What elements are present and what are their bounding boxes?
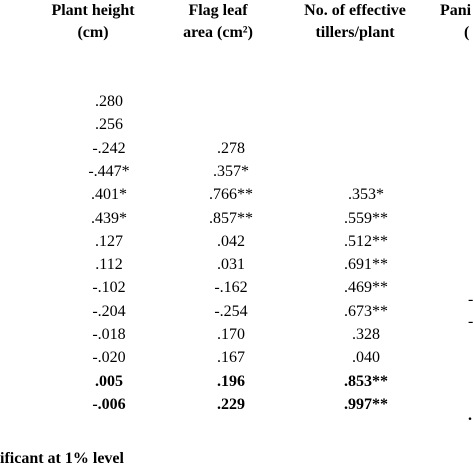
table-cell-ph: .401* [91,186,127,203]
table-cell-nt: .673** [344,303,388,320]
table-cell-ph: .005 [95,373,123,390]
table-cell-fl: .170 [217,326,245,343]
table-cell-ph: -.447* [88,163,130,180]
table-cell-ph: -.242 [92,140,126,157]
table-cell-fl: .357* [213,163,249,180]
header-plant-height-line2: (cm) [77,24,109,41]
edge-mark: - [468,313,474,330]
table-cell-ph: -.006 [92,396,126,413]
table-cell-fl: .167 [217,349,245,366]
table-cell-fl: .031 [217,256,245,273]
table-cell-nt: .559** [344,210,388,227]
table-cell-ph: -.020 [92,349,126,366]
table-cell-ph: -.204 [92,303,126,320]
table-cell-nt: .328 [352,326,380,343]
table-cell-nt: .691** [344,256,388,273]
table-cell-ph: .112 [95,256,123,273]
table-cell-fl: -.162 [214,279,248,296]
header-panicle-line1: Pani [440,2,472,19]
table-cell-fl: .278 [217,140,245,157]
table-cell-ph: .256 [95,116,123,133]
table-cell-ph: .439* [91,210,127,227]
header-plant-height: Plant height (cm) [28,0,158,44]
table-cell-nt: .353* [348,186,384,203]
header-panicle-line2: ( [464,24,470,41]
table-cell-nt: .040 [352,349,380,366]
table-cell-ph: -.018 [92,326,126,343]
table-cell-fl: .229 [217,396,245,413]
table-cell-nt: .512** [344,233,388,250]
header-tillers: No. of effective tillers/plant [280,0,430,44]
edge-mark: . [468,407,472,424]
header-flag-leaf: Flag leaf area (cm²) [158,0,278,44]
table-cell-nt: .469** [344,279,388,296]
header-tillers-line2: tillers/plant [315,24,395,41]
table-cell-ph: .127 [95,233,123,250]
footnote: ificant at 1% level [0,450,124,467]
header-tillers-line1: No. of effective [304,2,406,19]
header-panicle: Pani ( [440,0,474,44]
table-cell-nt: .853** [344,373,388,390]
table-cell-fl: .196 [217,373,245,390]
table-cell-fl: .042 [217,233,245,250]
table-cell-ph: .280 [95,93,123,110]
header-plant-height-line1: Plant height [51,2,135,19]
header-flag-leaf-line1: Flag leaf [188,2,248,19]
edge-mark: - [468,291,474,308]
table-cell-ph: -.102 [92,279,126,296]
table-cell-nt: .997** [344,396,388,413]
table-cell-fl: -.254 [214,303,248,320]
table-cell-fl: .857** [209,210,253,227]
header-flag-leaf-line2: area (cm²) [183,24,253,41]
table-cell-fl: .766** [209,186,253,203]
